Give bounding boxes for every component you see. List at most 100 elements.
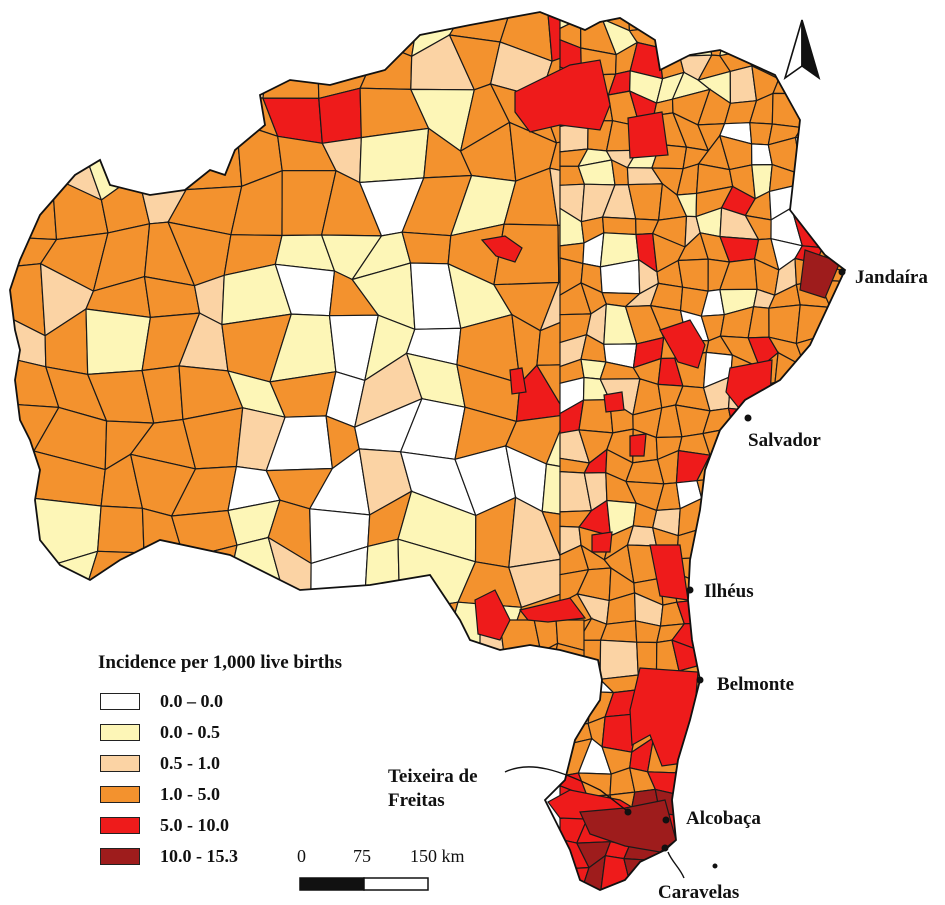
municipality	[850, 304, 872, 344]
municipality	[818, 476, 845, 510]
municipality	[802, 808, 830, 842]
municipality	[821, 673, 845, 705]
municipality	[479, 689, 516, 725]
municipality	[798, 569, 833, 608]
municipality	[854, 169, 872, 196]
municipality	[794, 136, 830, 176]
municipality	[800, 168, 827, 194]
municipality	[270, 12, 319, 61]
municipality	[766, 551, 805, 578]
municipality	[791, 617, 826, 652]
municipality	[749, 766, 779, 799]
municipality	[530, 677, 565, 701]
municipality	[816, 336, 845, 363]
municipality	[801, 863, 822, 888]
municipality	[791, 505, 832, 536]
municipality	[781, 528, 805, 561]
municipality	[719, 19, 752, 57]
municipality	[194, 94, 238, 143]
municipality	[779, 504, 794, 537]
scale-label-mid: 75	[353, 846, 371, 866]
municipality	[770, 840, 804, 866]
municipality	[10, 449, 35, 499]
municipality	[804, 881, 822, 890]
label-teixeira-line2: Freitas	[388, 790, 445, 811]
municipality	[839, 699, 845, 720]
municipality	[748, 639, 782, 671]
municipality	[815, 534, 845, 546]
municipality	[801, 835, 824, 870]
municipality	[601, 216, 637, 236]
municipality	[559, 889, 583, 890]
label-alcobaca: Alcobaça	[686, 808, 761, 829]
municipality	[536, 688, 565, 725]
municipality	[559, 12, 592, 30]
municipality-highlight	[591, 531, 613, 553]
municipality-highlight	[627, 111, 669, 159]
municipality	[36, 89, 105, 149]
municipality	[848, 813, 872, 847]
municipality	[768, 450, 807, 481]
municipality	[674, 770, 710, 798]
municipality	[720, 475, 758, 504]
municipality	[10, 12, 52, 57]
label-teixeira-line1: Teixeira de	[388, 766, 478, 787]
municipality	[817, 795, 845, 826]
label-jandaira: Jandaíra	[855, 267, 928, 288]
municipality	[10, 602, 54, 645]
municipality	[821, 691, 845, 720]
municipality	[840, 67, 845, 104]
municipality	[850, 340, 872, 362]
legend-swatch	[100, 847, 140, 865]
municipality-highlight	[603, 391, 625, 413]
municipality	[840, 885, 845, 890]
marker-salvador	[744, 414, 752, 422]
municipality	[559, 663, 593, 703]
municipality	[704, 652, 724, 673]
municipality	[820, 835, 845, 873]
municipality	[767, 736, 808, 775]
marker-ilheus	[686, 586, 694, 594]
municipality	[848, 784, 872, 824]
municipality	[801, 543, 833, 574]
municipality	[310, 12, 381, 61]
municipality	[559, 690, 593, 729]
municipality	[723, 766, 757, 799]
municipality-highlight	[579, 799, 677, 853]
municipality	[228, 12, 283, 55]
municipality	[791, 528, 833, 554]
municipality	[771, 786, 807, 822]
municipality	[578, 889, 608, 890]
legend-swatch	[100, 723, 140, 741]
municipality	[705, 12, 732, 27]
city-markers	[504, 268, 846, 879]
municipality	[682, 839, 709, 869]
municipality	[778, 882, 807, 890]
municipality	[770, 595, 800, 631]
municipality-highlight	[509, 367, 527, 395]
municipality	[194, 32, 230, 100]
municipality	[747, 546, 785, 578]
municipality	[746, 448, 770, 484]
scale-bar	[299, 877, 429, 891]
municipality	[121, 602, 196, 645]
marker-teixeira	[624, 808, 632, 816]
municipality	[778, 859, 807, 888]
municipality	[774, 381, 808, 411]
municipality	[814, 423, 845, 456]
municipality	[701, 543, 732, 585]
municipality	[815, 603, 845, 632]
municipality	[130, 32, 196, 100]
municipality	[652, 12, 678, 29]
municipality	[698, 722, 724, 753]
municipality	[479, 663, 516, 696]
municipality	[703, 521, 728, 559]
municipality	[846, 838, 872, 872]
municipality	[794, 121, 831, 141]
caravelas-leader-line	[667, 851, 685, 879]
municipality-highlight	[629, 667, 699, 767]
municipality-highlight	[474, 589, 511, 641]
municipality	[755, 626, 783, 643]
legend-item: 0.5 - 1.0	[100, 752, 220, 774]
municipality	[793, 601, 826, 632]
